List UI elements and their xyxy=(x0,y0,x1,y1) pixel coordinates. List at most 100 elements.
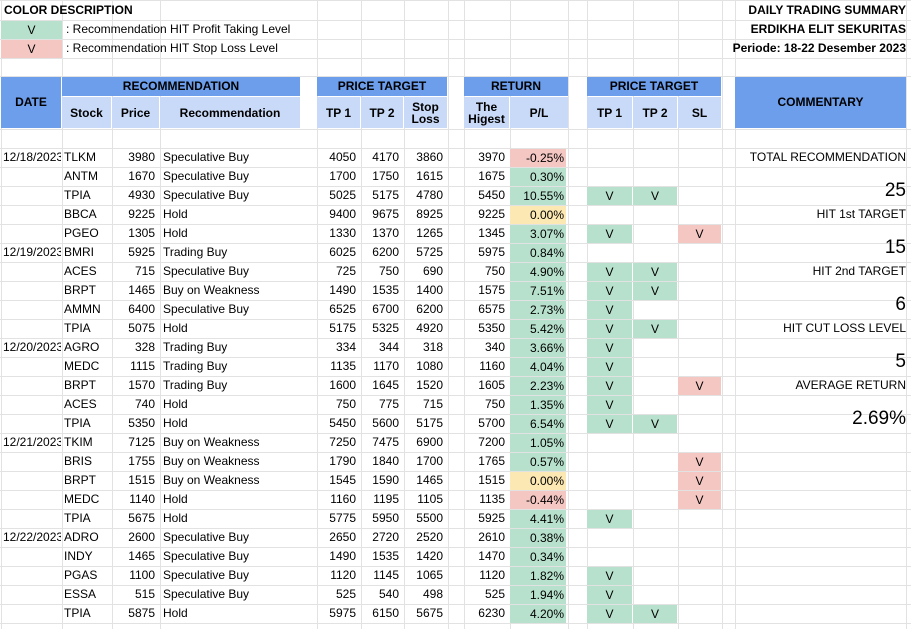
cell-hit-sl xyxy=(678,566,721,585)
cell-hit-sl xyxy=(678,395,721,414)
cell-hit-sl xyxy=(678,148,721,167)
cell-stock: PGEO xyxy=(64,226,99,240)
cell-hit-tp1: V xyxy=(587,301,632,319)
legend-green-swatch: V xyxy=(1,21,62,39)
cell-tp2: 1535 xyxy=(372,283,399,297)
cell-hit-tp1 xyxy=(587,528,632,547)
cell-recommendation: Buy on Weakness xyxy=(163,473,260,487)
cell-recommendation: Trading Buy xyxy=(163,378,228,392)
cell-pl: -0.25% xyxy=(510,149,566,167)
cell-pl: 4.90% xyxy=(510,263,566,281)
cell-tp1: 725 xyxy=(335,264,356,278)
cell-hit-tp2 xyxy=(633,490,677,509)
cell-tp2: 5600 xyxy=(372,416,399,430)
cell-recommendation: Hold xyxy=(163,397,188,411)
cell-hit-tp1 xyxy=(587,471,632,490)
cell-stock: BMRI xyxy=(64,245,94,259)
cell-tp2: 5950 xyxy=(372,511,399,525)
cell-hit-tp2 xyxy=(633,566,677,585)
cell-hit-sl xyxy=(678,186,721,205)
cell-pl: 1.35% xyxy=(510,396,566,414)
cell-pl: 0.00% xyxy=(510,206,566,224)
summary-title: DAILY TRADING SUMMARY xyxy=(748,3,906,17)
cell-stop-loss: 3860 xyxy=(416,150,443,164)
cell-recommendation: Speculative Buy xyxy=(163,530,250,544)
cell-tp2: 2720 xyxy=(372,530,399,544)
cell-highest: 2610 xyxy=(478,530,505,544)
cell-tp1: 1330 xyxy=(329,226,356,240)
cell-stock: TPIA xyxy=(64,188,91,202)
period-label: Periode: 18-22 Desember 2023 xyxy=(732,41,906,55)
cell-hit-tp1: V xyxy=(587,377,632,395)
cell-price: 5675 xyxy=(128,511,155,525)
cell-tp1: 525 xyxy=(335,587,356,601)
cell-highest: 9225 xyxy=(478,207,505,221)
cell-price: 328 xyxy=(134,340,155,354)
cell-pl: 0.34% xyxy=(510,548,566,566)
cell-price: 1100 xyxy=(129,568,155,582)
cell-hit-tp2: V xyxy=(633,187,677,205)
cell-tp1: 1160 xyxy=(330,492,356,506)
cell-pl: 2.73% xyxy=(510,301,566,319)
cell-recommendation: Buy on Weakness xyxy=(163,454,260,468)
cell-highest: 7200 xyxy=(478,435,505,449)
cell-date xyxy=(3,281,61,300)
cell-hit-tp2 xyxy=(633,357,677,376)
cell-pl: 0.00% xyxy=(510,472,566,490)
cell-tp1: 1545 xyxy=(329,473,356,487)
cell-highest: 750 xyxy=(484,397,505,411)
cell-hit-tp2 xyxy=(633,528,677,547)
cell-hit-tp2 xyxy=(633,224,677,243)
cell-pl: 4.20% xyxy=(510,605,566,623)
cell-stop-loss: 1615 xyxy=(416,169,443,183)
cell-stop-loss: 4920 xyxy=(416,321,443,335)
cell-stock: ACES xyxy=(64,397,97,411)
cell-date xyxy=(3,319,61,338)
cell-stock: ESSA xyxy=(64,587,97,601)
cell-recommendation: Buy on Weakness xyxy=(163,435,260,449)
cell-stock: TLKM xyxy=(64,150,97,164)
cell-date xyxy=(3,300,61,319)
cell-highest: 5350 xyxy=(478,321,505,335)
cell-hit-tp1 xyxy=(587,205,632,224)
cell-highest: 6575 xyxy=(478,302,505,316)
cell-stop-loss: 6900 xyxy=(416,435,443,449)
cell-stock: ANTM xyxy=(64,169,98,183)
cell-hit-sl xyxy=(678,300,721,319)
cell-price: 9225 xyxy=(128,207,155,221)
cell-tp1: 5775 xyxy=(329,511,356,525)
cell-hit-tp1: V xyxy=(587,396,632,414)
cell-hit-tp1 xyxy=(587,243,632,262)
cell-tp2: 6200 xyxy=(372,245,399,259)
cell-highest: 1515 xyxy=(478,473,505,487)
cell-hit-tp2 xyxy=(633,585,677,604)
cell-highest: 1675 xyxy=(478,169,505,183)
cell-highest: 1160 xyxy=(479,359,505,373)
cell-recommendation: Speculative Buy xyxy=(163,587,250,601)
cell-hit-sl xyxy=(678,243,721,262)
cell-hit-sl: V xyxy=(678,491,721,509)
cell-tp1: 1600 xyxy=(329,378,356,392)
average-return-label: AVERAGE RETURN xyxy=(795,378,906,392)
cell-highest: 5925 xyxy=(478,511,505,525)
cell-price: 1515 xyxy=(128,473,155,487)
cell-hit-tp2 xyxy=(633,509,677,528)
cell-hit-tp1: V xyxy=(587,567,632,585)
cell-stop-loss: 690 xyxy=(422,264,443,278)
cell-hit-sl xyxy=(678,357,721,376)
cell-tp1: 7250 xyxy=(329,435,356,449)
header-price-target-hit-group: PRICE TARGET xyxy=(587,77,721,96)
cell-tp2: 1535 xyxy=(372,549,399,563)
cell-hit-sl xyxy=(678,281,721,300)
cell-pl: 5.42% xyxy=(510,320,566,338)
cell-tp2: 6150 xyxy=(372,606,399,620)
header-hit-sl: SL xyxy=(678,97,721,128)
cell-date xyxy=(3,604,61,623)
total-recommendation-label: TOTAL RECOMMENDATION xyxy=(749,150,906,164)
cell-recommendation: Speculative Buy xyxy=(163,188,250,202)
cell-stop-loss: 1400 xyxy=(416,283,443,297)
cell-price: 7125 xyxy=(128,435,155,449)
cell-recommendation: Hold xyxy=(163,511,188,525)
cell-hit-tp2 xyxy=(633,433,677,452)
cell-stock: AGRO xyxy=(64,340,100,354)
